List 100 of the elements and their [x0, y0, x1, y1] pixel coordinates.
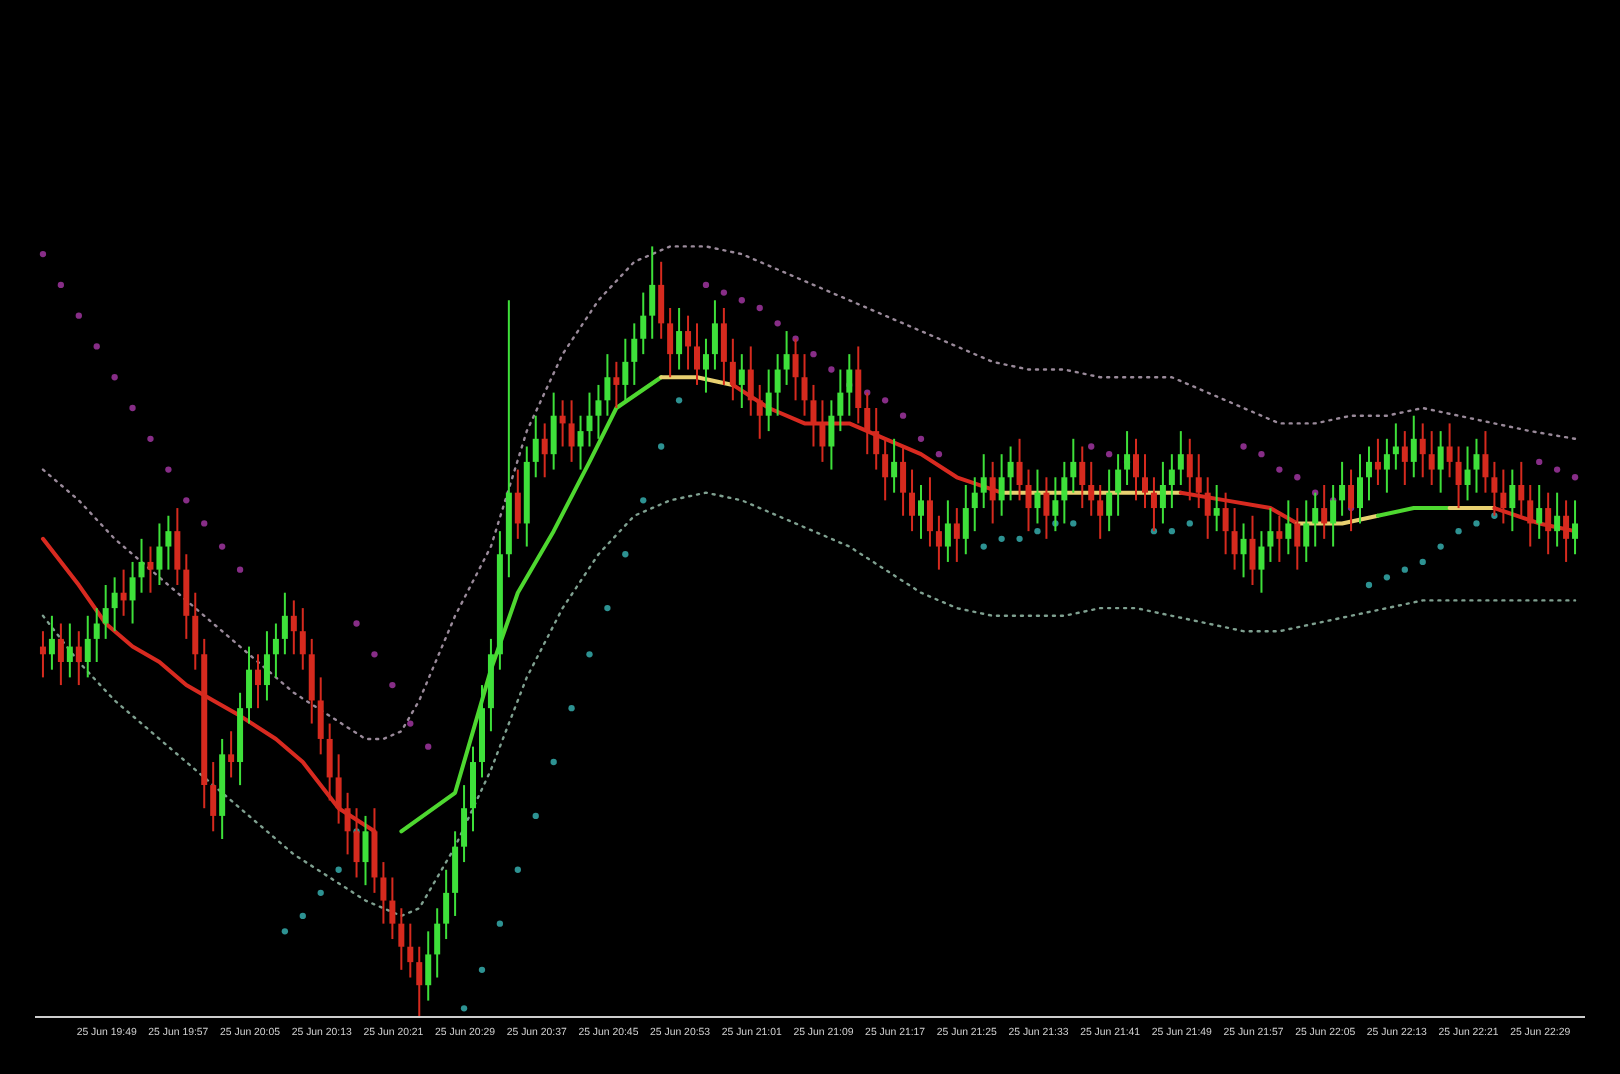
- candlestick: [1159, 460, 1166, 525]
- candlestick: [702, 337, 709, 394]
- candlestick: [1231, 507, 1238, 571]
- candlestick: [434, 907, 441, 979]
- candlestick: [192, 591, 199, 671]
- candlestick: [120, 568, 127, 617]
- candlestick: [452, 830, 459, 917]
- candlestick: [443, 868, 450, 941]
- candlestick: [738, 353, 745, 410]
- candlestick: [281, 591, 288, 656]
- candlestick: [317, 676, 324, 756]
- candlestick: [1410, 414, 1417, 479]
- candlestick: [246, 645, 253, 725]
- candlestick: [1392, 422, 1399, 471]
- candlestick: [1061, 460, 1068, 525]
- candlestick: [425, 930, 432, 1002]
- candlestick: [470, 745, 477, 833]
- candlestick: [1365, 445, 1372, 502]
- candlestick: [272, 622, 279, 679]
- candlestick: [75, 630, 82, 687]
- candlestick: [210, 761, 217, 833]
- candlestick: [389, 876, 396, 941]
- candlestick: [1437, 430, 1444, 494]
- candlestick: [649, 245, 656, 340]
- candlestick: [111, 576, 118, 633]
- candlestick: [1106, 468, 1113, 533]
- candlestick: [416, 945, 423, 1017]
- candlestick: [783, 330, 790, 386]
- candlestick: [57, 622, 64, 687]
- candlestick: [1267, 507, 1274, 563]
- candlestick: [165, 514, 172, 571]
- candlestick: [532, 414, 539, 479]
- candlestick: [1339, 460, 1346, 517]
- candlestick: [407, 922, 414, 979]
- candlestick: [640, 291, 647, 356]
- candlestick: [676, 306, 683, 371]
- candlestick: [1464, 445, 1471, 502]
- candlestick: [183, 553, 190, 640]
- candlestick: [935, 514, 942, 571]
- candlestick: [801, 353, 808, 417]
- candlestick: [263, 630, 270, 702]
- candlestick: [765, 368, 772, 433]
- candlestick: [335, 753, 342, 825]
- candlestick: [1455, 445, 1462, 510]
- candlestick: [1554, 491, 1561, 548]
- candlestick: [1572, 499, 1579, 556]
- candlestick: [254, 653, 261, 710]
- candlestick: [586, 391, 593, 448]
- candlestick: [398, 907, 405, 971]
- candlestick: [1383, 437, 1390, 494]
- candlestick: [568, 399, 575, 463]
- candlestick: [891, 437, 898, 494]
- candlestick: [998, 453, 1005, 517]
- candlestick: [550, 391, 557, 471]
- candlestick: [514, 468, 521, 540]
- candlestick: [1249, 514, 1256, 587]
- candlestick: [48, 614, 55, 671]
- candlestick: [909, 468, 916, 533]
- candlestick: [129, 560, 136, 625]
- candlestick: [604, 353, 611, 417]
- candlestick: [362, 814, 369, 887]
- candlestick: [667, 306, 674, 379]
- candlestick: [1482, 430, 1489, 494]
- candlestick: [1374, 437, 1381, 486]
- candlestick: [1043, 476, 1050, 540]
- candlestick: [461, 784, 468, 864]
- candlestick: [971, 476, 978, 533]
- candlestick: [980, 453, 987, 510]
- candlestick: [308, 637, 315, 725]
- candlestick: [658, 260, 665, 340]
- candlestick: [631, 322, 638, 386]
- candlestick: [962, 483, 969, 556]
- candlestick: [1016, 437, 1023, 502]
- candlestick: [595, 383, 602, 440]
- candlestick: [694, 322, 701, 386]
- candlestick: [1419, 422, 1426, 479]
- candlestick: [1079, 445, 1086, 510]
- candlestick: [953, 507, 960, 563]
- candlestick: [1070, 437, 1077, 494]
- candlestick: [138, 537, 145, 594]
- candlestick: [1303, 499, 1310, 563]
- candlestick: [1097, 483, 1104, 540]
- candlestick: [1240, 522, 1247, 579]
- candlestick: [577, 414, 584, 471]
- candlestick: [926, 476, 933, 548]
- candlestick: [1088, 460, 1095, 517]
- candlestick: [873, 407, 880, 471]
- candlestick: [1321, 483, 1328, 540]
- candlestick: [1213, 483, 1220, 533]
- candlestick: [380, 861, 387, 925]
- candlestick: [66, 622, 73, 679]
- candlestick: [1115, 453, 1122, 517]
- candlestick: [1285, 499, 1292, 556]
- candlestick: [290, 599, 297, 656]
- candlestick: [326, 722, 333, 802]
- candlestick: [828, 399, 835, 471]
- candlestick: [1258, 530, 1265, 594]
- candlestick: [1007, 445, 1014, 502]
- candlestick: [1446, 422, 1453, 479]
- candlestick: [1168, 453, 1175, 510]
